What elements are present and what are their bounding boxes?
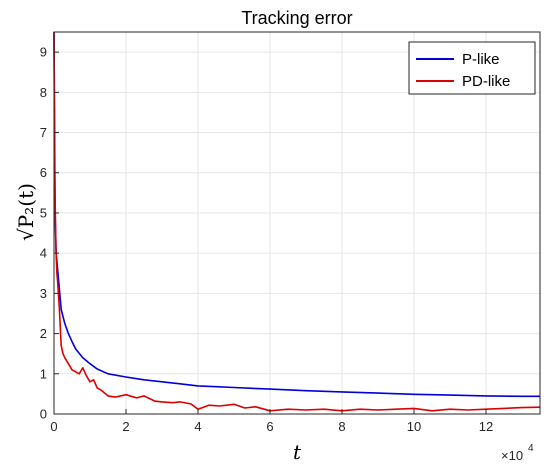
- y-tick-label: 0: [40, 407, 47, 422]
- series-line-pd-like: [53, 31, 541, 412]
- y-tick-labels: 0 1 2 3 4 5 6 7 8 9: [40, 45, 59, 422]
- plot-frame: [53, 31, 541, 415]
- chart-title: Tracking error: [241, 8, 352, 28]
- y-tick-label: 6: [40, 165, 47, 180]
- x-tick-label: 4: [194, 419, 201, 434]
- x-tick-label: 8: [338, 419, 345, 434]
- x-multiplier-label: ×10: [501, 448, 523, 463]
- legend-label-p-like: P-like: [462, 51, 500, 68]
- x-multiplier-exponent: 4: [528, 443, 534, 454]
- y-axis-label: √P₂(t): [14, 183, 38, 241]
- y-axis-label-group: √P₂(t): [14, 183, 38, 241]
- series-lines: [53, 31, 541, 412]
- y-tick-label: 2: [40, 326, 47, 341]
- legend-label-pd-like: PD-like: [462, 73, 510, 90]
- y-tick-label: 8: [40, 85, 47, 100]
- x-axis-label: t: [293, 440, 302, 464]
- x-tick-label: 2: [122, 419, 129, 434]
- x-tick-label: 0: [50, 419, 57, 434]
- y-tick-label: 3: [40, 286, 47, 301]
- series-line-p-like: [53, 31, 540, 398]
- legend: P-like PD-like: [408, 41, 536, 95]
- y-tick-label: 1: [40, 366, 47, 381]
- legend-box: [408, 41, 536, 95]
- y-tick-label: 7: [40, 125, 47, 140]
- y-tick-label: 4: [40, 246, 47, 261]
- y-tick-label: 5: [40, 205, 47, 220]
- x-tick-labels: 0 2 4 6 8 10 12: [50, 409, 493, 434]
- x-tick-label: 10: [407, 419, 421, 434]
- x-tick-label: 6: [266, 419, 273, 434]
- x-tick-label: 12: [479, 419, 493, 434]
- y-tick-label: 9: [40, 45, 47, 60]
